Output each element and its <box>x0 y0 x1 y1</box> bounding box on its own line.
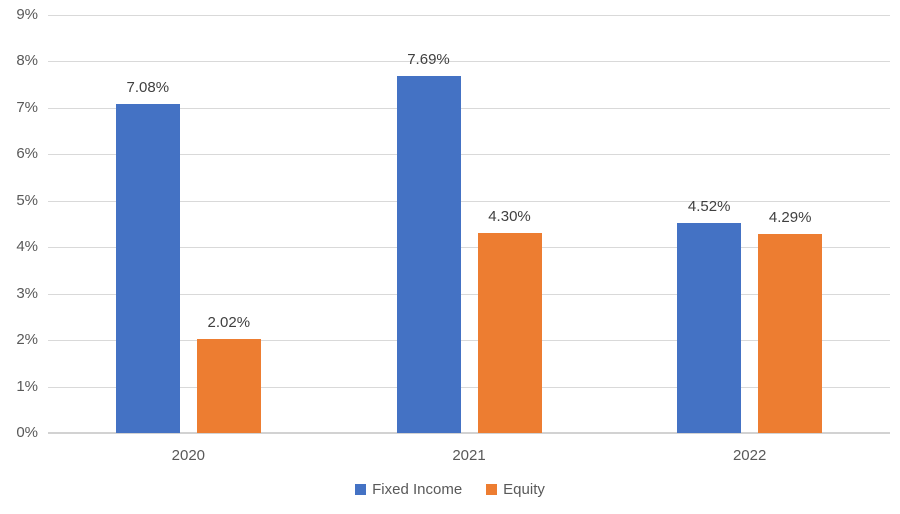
y-axis-tick-label: 7% <box>16 98 38 116</box>
data-label: 4.30% <box>488 208 531 226</box>
x-axis-category-label: 2022 <box>732 447 767 464</box>
gridline <box>48 200 890 202</box>
gridline <box>48 61 890 63</box>
bar-equity <box>758 233 823 433</box>
gridline <box>48 340 890 342</box>
gridline <box>48 15 890 16</box>
y-axis-tick-label: 1% <box>16 377 38 395</box>
gridline <box>48 247 890 249</box>
data-label: 7.69% <box>407 50 450 68</box>
legend-label-equity: Equity <box>503 481 545 498</box>
bar-fixed-income <box>115 104 180 433</box>
y-axis-tick-label: 9% <box>16 6 38 23</box>
y-axis-tick-label: 4% <box>16 238 38 256</box>
gridline <box>48 386 890 388</box>
equity-swatch-icon <box>486 484 498 495</box>
legend-label-fixed-income: Fixed Income <box>372 481 463 498</box>
gridline <box>48 293 890 295</box>
data-label: 7.08% <box>126 79 170 97</box>
y-axis-tick-label: 8% <box>16 52 38 70</box>
y-axis-tick-label: 5% <box>16 191 38 209</box>
bar-equity <box>477 233 542 433</box>
data-label: 4.52% <box>687 198 731 216</box>
fixed-income-swatch-icon <box>355 484 367 495</box>
legend-item-equity: Equity <box>486 481 545 498</box>
legend-item-fixed-income: Fixed Income <box>355 481 462 498</box>
data-label: 2.02% <box>207 314 251 332</box>
bar-fixed-income <box>677 223 742 433</box>
gridline <box>48 154 890 156</box>
y-axis-tick-label: 0% <box>16 424 38 441</box>
x-axis-line <box>48 432 890 434</box>
y-axis-tick-label: 2% <box>16 331 38 349</box>
data-label: 4.29% <box>768 208 812 226</box>
legend: Fixed Income Equity <box>0 481 900 498</box>
y-axis-tick-label: 3% <box>16 284 38 302</box>
y-axis-tick-label: 6% <box>16 145 38 163</box>
gridline <box>48 107 890 109</box>
x-axis-category-label: 2021 <box>452 447 486 464</box>
bar-fixed-income <box>396 75 461 433</box>
x-axis-category-label: 2020 <box>171 447 206 464</box>
bar-equity <box>196 339 261 433</box>
